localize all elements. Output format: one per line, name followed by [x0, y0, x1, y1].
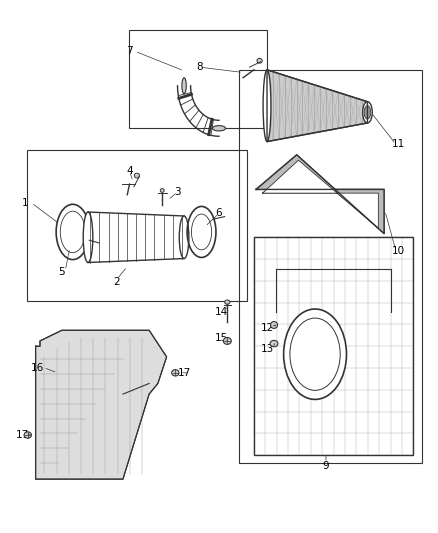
Text: 4: 4	[126, 166, 133, 176]
Ellipse shape	[363, 102, 372, 123]
Ellipse shape	[179, 216, 189, 259]
Polygon shape	[35, 330, 166, 479]
Ellipse shape	[182, 78, 186, 94]
Ellipse shape	[160, 189, 164, 192]
Bar	[254, 237, 413, 455]
Ellipse shape	[24, 432, 32, 438]
Ellipse shape	[83, 212, 93, 263]
Ellipse shape	[364, 106, 371, 119]
Ellipse shape	[172, 369, 179, 376]
Text: 2: 2	[113, 278, 120, 287]
Text: 13: 13	[261, 344, 274, 354]
Text: 3: 3	[174, 187, 181, 197]
Polygon shape	[263, 160, 378, 228]
Ellipse shape	[223, 337, 231, 344]
Ellipse shape	[225, 300, 230, 304]
Bar	[27, 150, 247, 301]
Text: 7: 7	[126, 46, 133, 56]
Text: 14: 14	[215, 306, 228, 317]
Text: 12: 12	[261, 322, 274, 333]
Ellipse shape	[271, 321, 278, 328]
Ellipse shape	[270, 341, 278, 347]
Text: 1: 1	[21, 198, 28, 208]
Ellipse shape	[257, 59, 262, 63]
Bar	[130, 30, 267, 128]
Text: 16: 16	[31, 362, 44, 373]
Ellipse shape	[263, 70, 271, 142]
Text: 5: 5	[59, 267, 65, 277]
Polygon shape	[256, 155, 384, 233]
Text: 11: 11	[392, 139, 405, 149]
Text: 15: 15	[215, 333, 228, 343]
Ellipse shape	[134, 173, 140, 178]
Text: 17: 17	[16, 430, 29, 440]
Text: 8: 8	[196, 62, 203, 72]
Ellipse shape	[212, 126, 226, 131]
Bar	[239, 70, 422, 463]
Text: 9: 9	[323, 461, 329, 471]
Polygon shape	[267, 70, 367, 142]
Text: 17: 17	[177, 368, 191, 378]
Text: 10: 10	[392, 246, 405, 255]
Ellipse shape	[284, 309, 346, 399]
Text: 6: 6	[215, 208, 223, 219]
